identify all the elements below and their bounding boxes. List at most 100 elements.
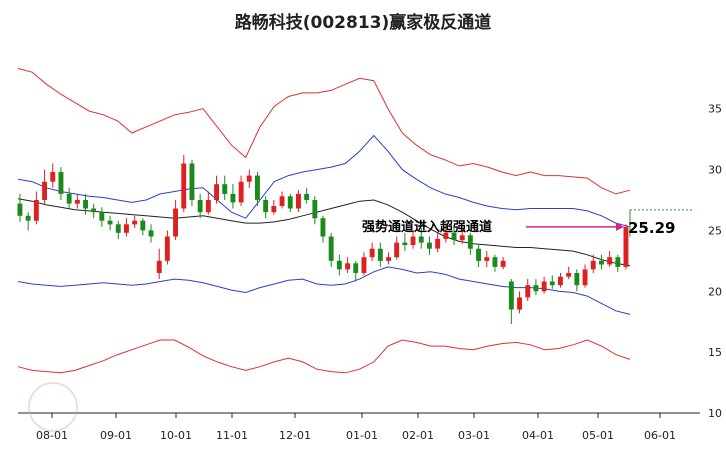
candle-body xyxy=(574,273,580,286)
x-tick-label: 02-01 xyxy=(402,429,434,442)
candle xyxy=(222,175,228,200)
candle xyxy=(541,276,547,294)
candle-body xyxy=(164,236,170,261)
candle-body xyxy=(304,193,310,200)
candle xyxy=(279,191,285,209)
candle xyxy=(492,254,498,272)
candle-body xyxy=(558,276,563,286)
candle xyxy=(386,252,391,265)
candle xyxy=(164,230,170,265)
candle-body xyxy=(386,257,391,261)
x-tick-label: 09-01 xyxy=(100,429,132,442)
candle xyxy=(296,190,301,213)
outer-lower-band-line xyxy=(17,339,631,374)
candle-body xyxy=(197,200,203,213)
candle-body xyxy=(427,242,432,249)
y-tick-label: 15 xyxy=(708,346,722,359)
candle-body xyxy=(58,172,64,194)
candle-body xyxy=(500,260,506,267)
y-tick-label: 35 xyxy=(708,103,722,116)
candle xyxy=(623,224,629,270)
candle xyxy=(590,254,596,274)
candle xyxy=(205,191,211,215)
candle-body xyxy=(296,193,301,209)
candle xyxy=(263,196,269,219)
candle xyxy=(287,193,293,213)
candle-body xyxy=(345,263,350,270)
candle xyxy=(230,184,236,209)
candle xyxy=(427,236,432,255)
y-tick-label: 30 xyxy=(708,164,722,177)
candle-body xyxy=(148,230,154,237)
candle-body xyxy=(394,242,400,258)
candle-body xyxy=(615,257,621,267)
x-tick-label: 03-01 xyxy=(458,429,490,442)
annotation-arrow-head-icon xyxy=(616,222,624,231)
candle xyxy=(418,227,424,249)
candle xyxy=(467,232,473,255)
candle xyxy=(377,242,383,267)
candle xyxy=(410,230,416,249)
candle xyxy=(443,224,449,243)
candle-body xyxy=(222,184,228,194)
x-tick-label: 11-01 xyxy=(216,429,248,442)
candle xyxy=(599,254,604,270)
candle-body xyxy=(132,220,138,225)
candle-body xyxy=(467,235,473,249)
candle-body xyxy=(279,196,285,206)
candle-body xyxy=(156,260,162,273)
candle xyxy=(91,203,97,219)
candle xyxy=(246,169,252,188)
candle xyxy=(42,169,47,204)
x-tick-label: 08-01 xyxy=(36,429,68,442)
candle xyxy=(533,279,539,295)
candle-body xyxy=(99,212,105,221)
candle xyxy=(189,159,195,207)
candle xyxy=(353,260,359,282)
candle-body xyxy=(287,196,293,209)
candle xyxy=(271,199,277,215)
candle-body xyxy=(590,260,596,270)
last-price-label: 25.29 xyxy=(628,219,675,237)
candle-body xyxy=(83,200,88,209)
candle-body xyxy=(124,224,129,233)
annotation-text: 强势通道进入超强通道 xyxy=(362,219,492,235)
candle-body xyxy=(435,238,441,249)
candle-body xyxy=(42,181,47,200)
outer-upper-band-line xyxy=(17,68,631,195)
candle-body xyxy=(418,236,424,243)
candle-body xyxy=(353,263,359,273)
candle-body xyxy=(255,175,260,200)
candle xyxy=(320,215,326,243)
candle xyxy=(255,171,260,207)
candle-body xyxy=(623,226,629,267)
candle-body xyxy=(525,285,531,298)
mid-line xyxy=(17,198,631,267)
y-tick-label: 10 xyxy=(708,407,722,420)
candle xyxy=(394,236,400,260)
candle-body xyxy=(66,193,72,204)
candle-body xyxy=(549,281,555,286)
candle xyxy=(582,264,588,288)
candle-body xyxy=(328,236,334,261)
candle xyxy=(615,254,621,272)
candle-body xyxy=(492,257,498,267)
candle xyxy=(107,215,113,231)
candle-body xyxy=(271,206,277,213)
candle xyxy=(549,275,555,289)
x-tick-label: 06-01 xyxy=(644,429,676,442)
candle xyxy=(566,266,572,280)
candle xyxy=(451,227,457,246)
candle-body xyxy=(541,281,547,292)
inner-upper-band-line xyxy=(17,134,631,228)
candle xyxy=(148,224,154,243)
candle xyxy=(17,193,23,222)
candle-body xyxy=(214,184,219,200)
candle xyxy=(459,230,465,244)
candle xyxy=(312,196,318,225)
candle xyxy=(607,251,613,267)
candle xyxy=(140,218,146,236)
candle xyxy=(25,212,31,231)
candle xyxy=(336,254,342,276)
